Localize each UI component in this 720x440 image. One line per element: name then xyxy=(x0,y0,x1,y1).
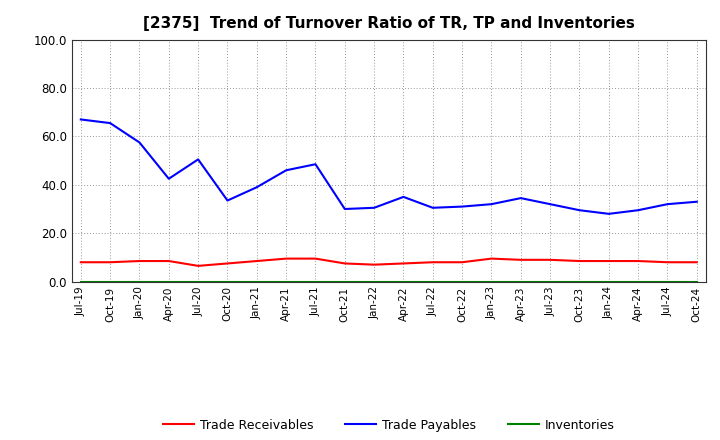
Title: [2375]  Trend of Turnover Ratio of TR, TP and Inventories: [2375] Trend of Turnover Ratio of TR, TP… xyxy=(143,16,635,32)
Trade Payables xyxy=(282,168,290,173)
Trade Receivables xyxy=(223,261,232,266)
Trade Receivables xyxy=(634,258,642,264)
Inventories xyxy=(311,279,320,284)
Line: Trade Payables: Trade Payables xyxy=(81,119,697,214)
Trade Receivables xyxy=(164,258,173,264)
Inventories xyxy=(135,279,144,284)
Trade Payables xyxy=(370,205,379,210)
Inventories xyxy=(399,279,408,284)
Inventories xyxy=(76,279,85,284)
Trade Receivables xyxy=(693,260,701,265)
Inventories xyxy=(575,279,584,284)
Inventories xyxy=(428,279,437,284)
Inventories xyxy=(370,279,379,284)
Trade Payables xyxy=(516,195,525,201)
Inventories xyxy=(634,279,642,284)
Trade Payables xyxy=(194,157,202,162)
Trade Payables xyxy=(428,205,437,210)
Inventories xyxy=(693,279,701,284)
Inventories xyxy=(546,279,554,284)
Inventories xyxy=(341,279,349,284)
Trade Receivables xyxy=(76,260,85,265)
Inventories xyxy=(605,279,613,284)
Trade Payables xyxy=(399,194,408,200)
Inventories xyxy=(663,279,672,284)
Trade Payables xyxy=(164,176,173,181)
Trade Payables xyxy=(693,199,701,204)
Trade Payables xyxy=(458,204,467,209)
Trade Receivables xyxy=(399,261,408,266)
Inventories xyxy=(487,279,496,284)
Trade Receivables xyxy=(575,258,584,264)
Trade Payables xyxy=(663,202,672,207)
Inventories xyxy=(223,279,232,284)
Legend: Trade Receivables, Trade Payables, Inventories: Trade Receivables, Trade Payables, Inven… xyxy=(158,414,620,436)
Trade Payables xyxy=(253,185,261,190)
Trade Payables xyxy=(575,208,584,213)
Trade Receivables xyxy=(253,258,261,264)
Line: Trade Receivables: Trade Receivables xyxy=(81,259,697,266)
Inventories xyxy=(106,279,114,284)
Trade Payables xyxy=(634,208,642,213)
Trade Payables xyxy=(605,211,613,216)
Trade Payables xyxy=(487,202,496,207)
Trade Payables xyxy=(311,161,320,167)
Trade Payables xyxy=(341,206,349,212)
Trade Payables xyxy=(76,117,85,122)
Trade Receivables xyxy=(487,256,496,261)
Inventories xyxy=(516,279,525,284)
Trade Receivables xyxy=(370,262,379,268)
Trade Receivables xyxy=(428,260,437,265)
Trade Receivables xyxy=(311,256,320,261)
Trade Receivables xyxy=(458,260,467,265)
Trade Receivables xyxy=(546,257,554,262)
Inventories xyxy=(164,279,173,284)
Trade Receivables xyxy=(605,258,613,264)
Inventories xyxy=(253,279,261,284)
Trade Payables xyxy=(135,140,144,145)
Trade Receivables xyxy=(194,263,202,268)
Trade Receivables xyxy=(135,258,144,264)
Trade Receivables xyxy=(106,260,114,265)
Trade Receivables xyxy=(516,257,525,262)
Trade Receivables xyxy=(341,261,349,266)
Inventories xyxy=(282,279,290,284)
Inventories xyxy=(194,279,202,284)
Trade Receivables xyxy=(663,260,672,265)
Inventories xyxy=(458,279,467,284)
Trade Payables xyxy=(106,121,114,126)
Trade Receivables xyxy=(282,256,290,261)
Trade Payables xyxy=(223,198,232,203)
Trade Payables xyxy=(546,202,554,207)
